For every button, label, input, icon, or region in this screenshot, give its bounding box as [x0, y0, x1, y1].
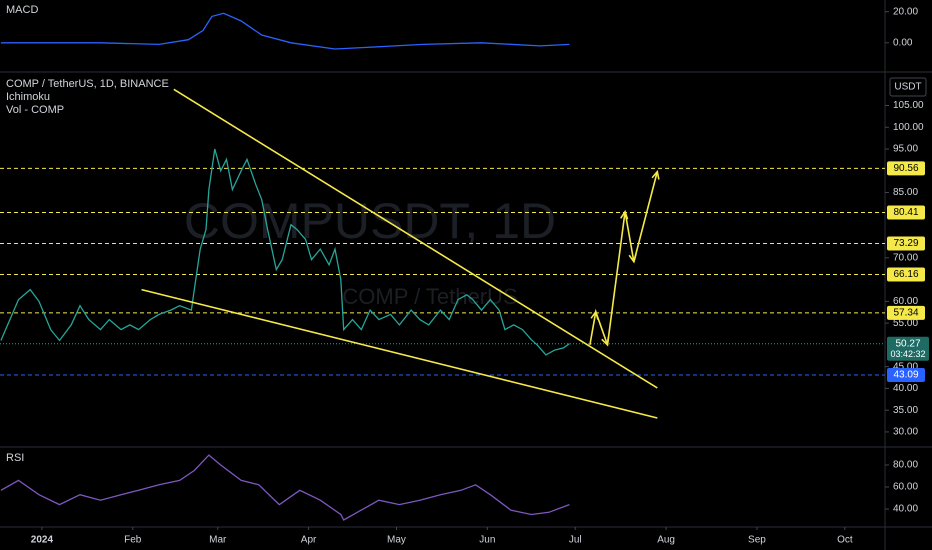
- chart-title: COMP / TetherUS, 1D, BINANCE: [6, 78, 169, 90]
- y-tick-label: 85.00: [893, 187, 918, 198]
- x-tick-label: Mar: [209, 535, 227, 546]
- watermark: COMP / TetherUS: [342, 284, 517, 309]
- current-price-box: [887, 336, 929, 361]
- x-tick-label: Jun: [479, 535, 495, 546]
- y-tick-label: 45.00: [893, 361, 918, 372]
- price-level-box: [887, 205, 925, 220]
- price-level-box: [887, 161, 925, 176]
- x-tick-label: Jul: [569, 535, 582, 546]
- projection-arrowhead: [651, 169, 660, 180]
- price-level-box: [887, 267, 925, 282]
- y-tick-label: 60.00: [893, 296, 918, 307]
- series-line: [0, 454, 570, 521]
- series-line: [0, 12, 570, 50]
- x-tick-label: 2024: [31, 535, 54, 546]
- x-tick-label: Oct: [837, 535, 853, 546]
- projection-path: [589, 171, 659, 346]
- macd-title: MACD: [6, 4, 38, 16]
- price-level-label: 43.09: [893, 370, 918, 381]
- x-tick-label: Feb: [124, 535, 142, 546]
- current-price-label: 50.27: [895, 338, 920, 349]
- series-line: [0, 148, 570, 356]
- y-tick-label: 20.00: [893, 6, 918, 17]
- projection-arrowhead: [590, 309, 599, 320]
- y-tick-label: 80.00: [893, 460, 918, 471]
- y-tick-label: 35.00: [893, 405, 918, 416]
- x-tick-label: Sep: [748, 535, 766, 546]
- y-tick-label: 40.00: [893, 504, 918, 515]
- y-tick-label: 40.00: [893, 383, 918, 394]
- y-tick-label: 105.00: [893, 100, 924, 111]
- trendline: [173, 88, 658, 389]
- y-tick-label: 95.00: [893, 144, 918, 155]
- countdown: 03:42:32: [890, 349, 925, 359]
- y-tick-label: 0.00: [893, 37, 913, 48]
- price-level-label: 80.41: [893, 207, 918, 218]
- projection-arrowhead: [620, 209, 629, 220]
- watermark: COMPUSDT, 1D: [184, 193, 556, 249]
- price-level-box: [887, 236, 925, 251]
- projection-arrowhead: [628, 253, 637, 264]
- x-tick-label: May: [387, 535, 406, 546]
- rsi-title: RSI: [6, 452, 24, 464]
- price-level-label: 66.16: [893, 269, 918, 280]
- y-tick-label: 70.00: [893, 252, 918, 263]
- price-level-label: 90.56: [893, 163, 918, 174]
- y-tick-label: 55.00: [893, 318, 918, 329]
- trendline: [141, 288, 658, 419]
- y-tick-label: 30.00: [893, 427, 918, 438]
- x-tick-label: Apr: [301, 535, 317, 546]
- price-level-label: 57.34: [893, 308, 918, 319]
- price-level-box: [887, 305, 925, 320]
- currency-box[interactable]: [889, 77, 927, 97]
- y-tick-label: 60.00: [893, 482, 918, 493]
- currency[interactable]: USDT: [894, 82, 921, 93]
- x-tick-label: Aug: [657, 535, 675, 546]
- y-tick-label: 100.00: [893, 122, 924, 133]
- price-level-label: 73.29: [893, 238, 918, 249]
- price-level-box: [887, 367, 925, 382]
- indicator-label: Ichimoku: [6, 91, 50, 103]
- indicator-label: Vol - COMP: [6, 104, 64, 116]
- projection-arrowhead: [601, 336, 610, 347]
